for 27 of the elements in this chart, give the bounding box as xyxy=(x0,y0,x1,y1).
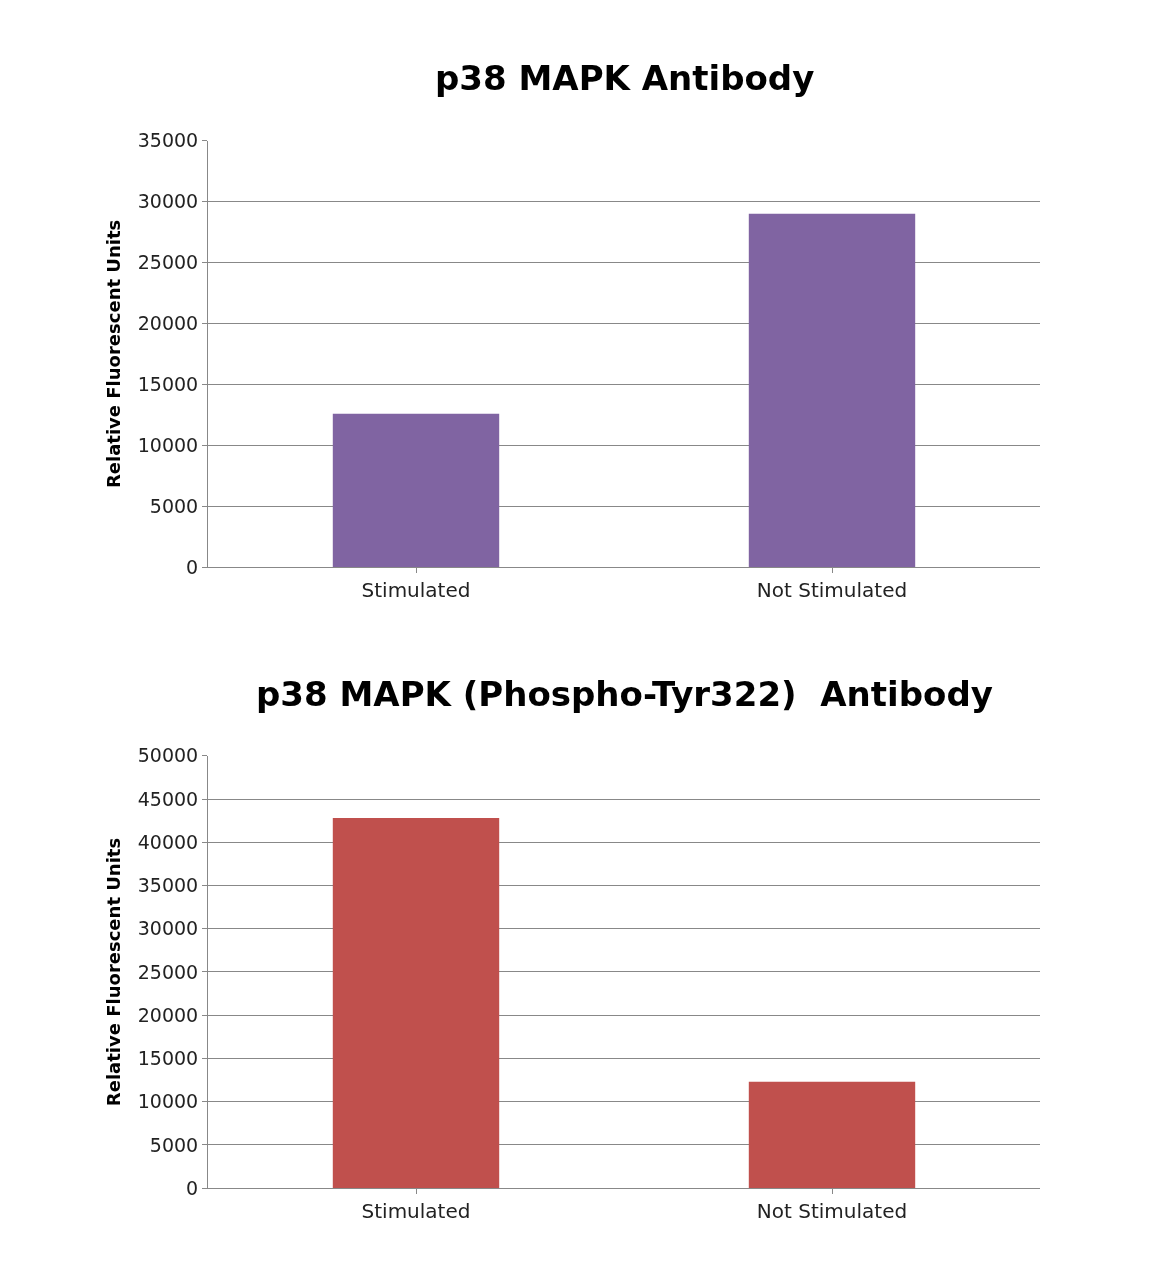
x-tick-label: Stimulated xyxy=(361,1199,471,1224)
y-tick-label: 10000 xyxy=(137,433,199,456)
y-axis-title: Relative Fluorescent Units xyxy=(102,837,124,1107)
y-tick-label: 50000 xyxy=(137,744,199,767)
y-tick-label: 30000 xyxy=(137,917,199,940)
y-tick-label: 25000 xyxy=(137,251,199,274)
y-tick-label: 15000 xyxy=(137,373,199,396)
y-tick-label: 25000 xyxy=(137,960,199,983)
chart-title: p38 MAPK (Phospho-Tyr322) Antibody xyxy=(256,674,993,714)
y-tick-label: 10000 xyxy=(137,1090,199,1113)
y-tick-label: 30000 xyxy=(137,190,199,213)
y-tick-label: 20000 xyxy=(137,1003,199,1026)
x-tick-label: Not Stimulated xyxy=(756,1199,908,1224)
y-tick-label: 0 xyxy=(186,555,199,578)
chart-title: p38 MAPK Antibody xyxy=(435,58,815,98)
x-tick-label: Stimulated xyxy=(361,578,471,603)
y-tick-label: 35000 xyxy=(137,874,199,897)
y-tick-label: 45000 xyxy=(137,787,199,810)
y-tick-label: 15000 xyxy=(137,1047,199,1070)
y-tick-label: 5000 xyxy=(149,494,199,517)
y-tick-label: 0 xyxy=(186,1176,199,1199)
y-tick-label: 35000 xyxy=(137,129,199,152)
y-tick-label: 5000 xyxy=(149,1133,199,1156)
y-tick-label: 20000 xyxy=(137,312,199,335)
y-axis-title: Relative Fluorescent Units xyxy=(102,219,124,489)
x-tick-label: Not Stimulated xyxy=(756,578,908,603)
y-tick-label: 40000 xyxy=(137,830,199,853)
